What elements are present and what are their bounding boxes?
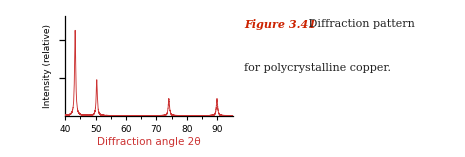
X-axis label: Diffraction angle 2θ: Diffraction angle 2θ	[97, 137, 201, 147]
Text: Diffraction pattern: Diffraction pattern	[298, 19, 414, 29]
Text: for polycrystalline copper.: for polycrystalline copper.	[244, 63, 391, 73]
Text: Figure 3.41: Figure 3.41	[244, 19, 316, 30]
Y-axis label: Intensity (relative): Intensity (relative)	[43, 24, 52, 108]
